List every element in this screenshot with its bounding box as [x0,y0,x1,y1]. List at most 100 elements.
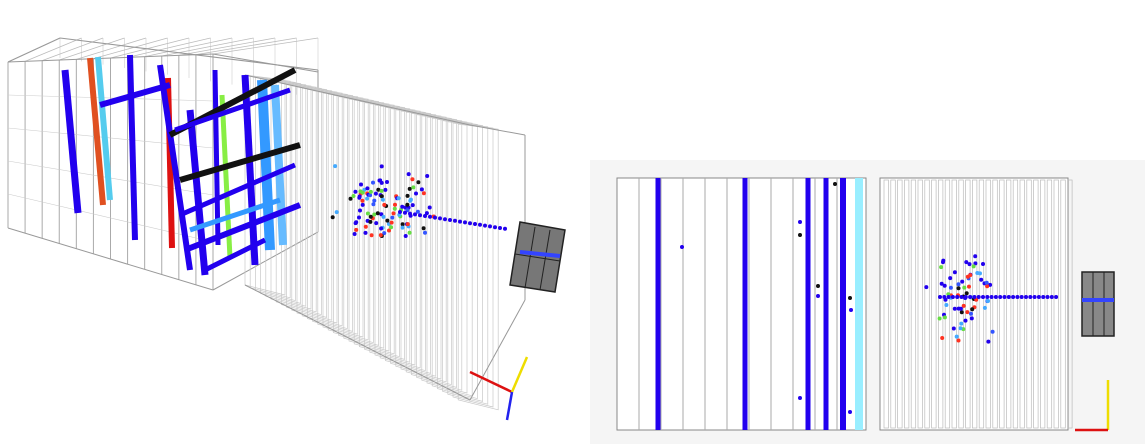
wire-frame [110,37,190,59]
hit [984,280,989,285]
detector-plane [312,90,353,332]
detector-plane [385,107,426,372]
hit [411,185,416,190]
hit [483,223,487,228]
hit [952,270,957,275]
detector-plane [364,102,405,360]
hit [413,212,417,217]
hit [1028,295,1033,299]
hit [1045,295,1050,299]
wire-frame [7,94,214,102]
hit [375,211,380,216]
hit [963,295,968,299]
hit [383,187,388,192]
hit [1024,295,1028,299]
hit-strip [127,54,138,241]
hit [368,189,373,194]
hit [849,308,853,312]
hit [942,295,947,299]
hit-strip [203,237,267,273]
box-edge [7,227,214,291]
hit [369,233,374,238]
hit [368,193,373,198]
detector-plane [431,117,473,397]
axis-x [469,370,513,394]
hit-strip [99,82,171,108]
box-edge [59,37,319,71]
hit [360,198,365,203]
hit [382,202,387,207]
hit [680,245,684,249]
wire-frame [59,37,125,61]
wire-frame [76,37,147,60]
detector-plane [437,119,478,400]
detector-plane [307,89,348,330]
hit [408,211,412,216]
hit [419,187,424,192]
hit [358,189,363,194]
detector-plane [965,179,971,429]
detector-plane [883,179,889,429]
hit [371,202,376,207]
hit [438,216,442,221]
hit [488,224,492,229]
hit [365,186,370,191]
hit [942,283,947,288]
hit-strip [212,69,221,246]
hit [968,273,973,278]
module-body [1081,271,1115,337]
hit [960,279,965,284]
hit [944,303,949,307]
hit [334,210,339,215]
hit [1006,295,1011,299]
hit [405,208,410,213]
hit [382,231,387,236]
hit [381,214,386,219]
hit [981,295,985,299]
hit [848,410,852,414]
detector-plane [338,96,379,346]
hit [352,232,357,236]
hit [405,193,410,198]
hit [989,295,994,299]
hit [354,220,359,225]
axis-z [505,391,514,421]
hit [387,228,391,233]
hit [493,225,497,230]
hit [798,233,802,237]
hit [938,295,942,299]
hit [374,221,379,226]
detector-plane [972,179,978,429]
hit [428,214,432,219]
hit [400,204,405,209]
detector-plane [244,74,286,296]
hit [937,316,942,321]
detector-plane [931,179,937,429]
hit [478,222,482,227]
detector-plane [322,92,364,338]
hit [351,194,356,198]
hit [956,338,961,343]
hit [965,310,970,315]
hit [942,315,947,320]
hit [924,285,929,290]
detector-plane [390,108,431,374]
hit [410,177,415,182]
hit [407,230,412,235]
hit [359,182,363,187]
hit [975,271,980,275]
hit [400,225,405,230]
hit [988,282,993,287]
box-edge [7,37,61,63]
hit [396,196,401,201]
hit [998,295,1003,299]
module-divider [539,229,551,291]
hit [962,285,967,290]
detector-plane [978,179,985,429]
hit [1015,295,1020,299]
hit [378,233,383,238]
hit [964,260,969,265]
hit [969,316,974,321]
hit [990,329,995,334]
hit [952,306,957,311]
